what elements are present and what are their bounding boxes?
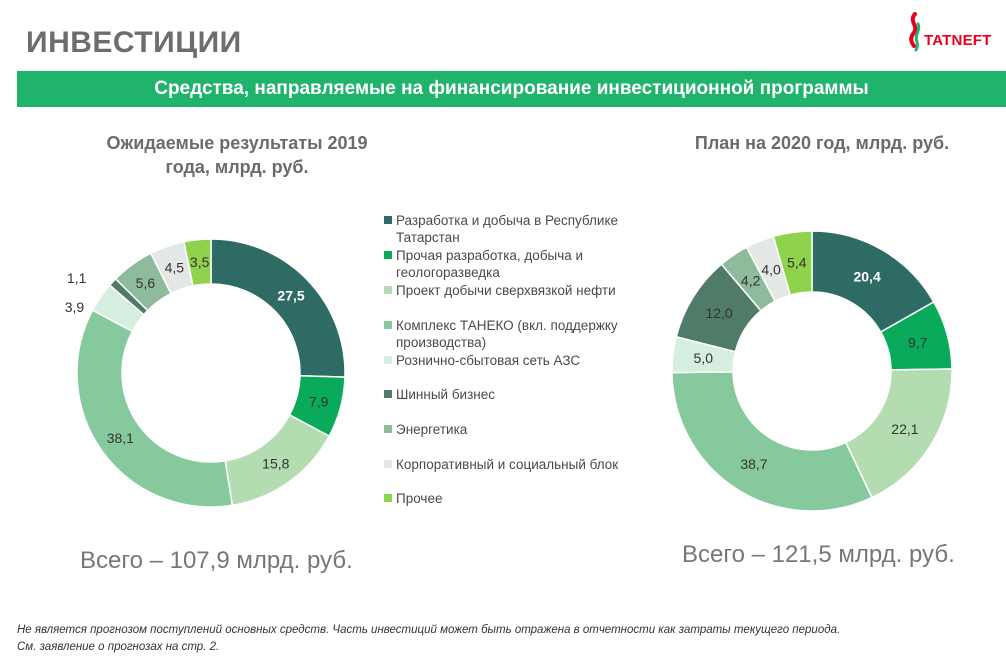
legend-label: Энергетика: [396, 422, 468, 437]
company-logo: TATNEFT: [902, 10, 1006, 54]
slice-value-label: 38,1: [107, 430, 134, 446]
donut-slice: [671, 371, 873, 512]
slice-value-label: 4,2: [741, 272, 761, 288]
legend-item: Шинный бизнес: [384, 386, 664, 403]
legend-swatch: [384, 460, 392, 468]
donut-chart-2020: 20,4 9,7 22,1 38,7 5,0 12,0 4,24,0 5,4: [671, 230, 953, 512]
slice-value-label: 5,0: [694, 350, 714, 366]
legend-item: Комплекс ТАНЕКО (вкл. поддержку производ…: [384, 317, 664, 351]
slice-value-label: 5,4: [787, 255, 807, 271]
donut-slice: [772, 230, 813, 296]
legend-swatch: [384, 494, 392, 502]
legend-item: Прочая разработка, добыча и геологоразве…: [384, 247, 664, 281]
legend-item: Корпоративный и социальный блок: [384, 456, 664, 473]
section-banner: Средства, направляемые на финансирование…: [17, 71, 1006, 107]
donut-slice: [76, 309, 234, 508]
slice-value-label: 7,9: [309, 394, 329, 410]
legend-label: Проект добычи сверхвязкой нефти: [396, 283, 616, 298]
legend-swatch: [384, 390, 392, 398]
legend-label: Комплекс ТАНЕКО (вкл. поддержку производ…: [396, 318, 618, 350]
legend-swatch: [384, 251, 392, 259]
legend-label: Прочее: [396, 491, 443, 506]
donut-chart-2019: 27,5 7,9 15,8 38,1 3,9 1,1 5,6 4,5 3,5: [65, 238, 346, 508]
legend-label: Рознично-сбытовая сеть АЗС: [396, 353, 581, 368]
slice-value-label: 3,5: [190, 254, 210, 270]
legend-label: Шинный бизнес: [396, 387, 495, 402]
slice-value-label: 22,1: [891, 421, 918, 437]
legend-swatch: [384, 286, 392, 294]
legend-label: Корпоративный и социальный блок: [396, 457, 619, 472]
slice-value-label: 4,5: [165, 260, 185, 276]
donut-slice: [182, 238, 212, 287]
chart-2019-title: Ожидаемые результаты 2019 года, млрд. ру…: [106, 133, 368, 177]
footnote: Не является прогнозом поступлений основн…: [17, 622, 997, 656]
slice-value-label: 38,7: [740, 456, 767, 472]
total-2020: Всего – 121,5 млрд. руб.: [682, 541, 955, 568]
footnote-line: Не является прогнозом поступлений основн…: [17, 624, 841, 636]
legend-swatch: [384, 216, 392, 224]
slice-value-label: 15,8: [262, 456, 289, 472]
chart-2020-title: План на 2020 год, млрд. руб.: [694, 133, 950, 153]
legend-label: Прочая разработка, добыча и геологоразве…: [396, 248, 584, 280]
total-2019: Всего – 107,9 млрд. руб.: [80, 547, 353, 574]
slice-value-label: 12,0: [705, 305, 732, 321]
slice-value-label: 1,1: [67, 270, 87, 286]
logo-text: TATNEFT: [924, 32, 992, 49]
slice-value-label: 5,6: [136, 275, 156, 291]
legend-item: Разработка и добыча в Республике Татарст…: [384, 212, 664, 246]
legend-item: Проект добычи сверхвязкой нефти: [384, 282, 664, 299]
legend-item: Прочее: [384, 490, 664, 507]
legend-item: Рознично-сбытовая сеть АЗС: [384, 352, 664, 369]
legend-swatch: [384, 321, 392, 329]
legend-swatch: [384, 425, 392, 433]
slice-value-label: 3,9: [65, 299, 85, 315]
flame-icon: [909, 12, 921, 52]
page-title: ИНВЕСТИЦИИ: [26, 26, 242, 59]
slice-value-label: 9,7: [908, 334, 928, 350]
footnote-line: См. заявление о прогнозах на стр. 2.: [17, 641, 220, 653]
legend-item: Энергетика: [384, 421, 664, 438]
legend-swatch: [384, 356, 392, 364]
slice-value-label: 4,0: [761, 261, 781, 277]
slice-value-label: 27,5: [277, 287, 304, 303]
legend-label: Разработка и добыча в Республике Татарст…: [396, 213, 619, 245]
slice-value-label: 20,4: [853, 268, 880, 284]
donut-slice: [210, 238, 346, 378]
